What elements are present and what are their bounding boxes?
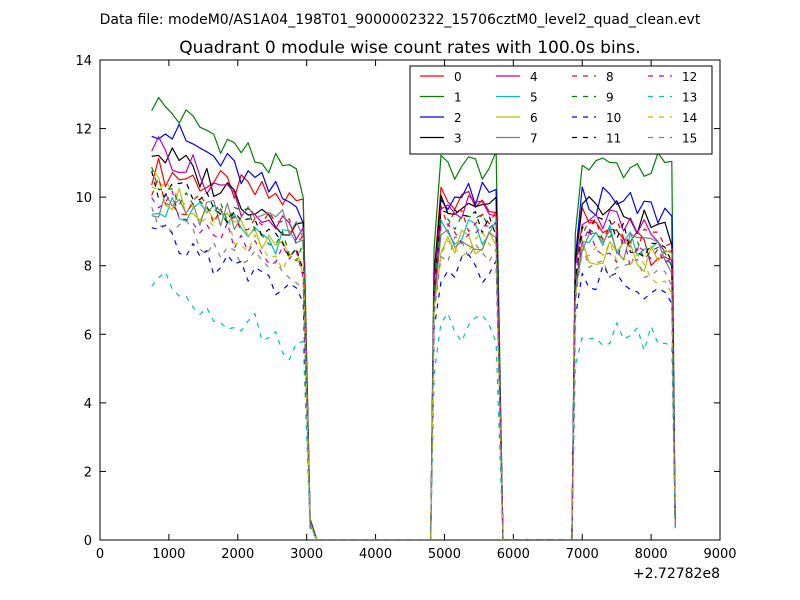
chart-suptitle: Data file: modeM0/AS1A04_198T01_90000023… bbox=[100, 12, 701, 28]
x-tick-label: 0 bbox=[96, 547, 104, 562]
series-line-11 bbox=[151, 171, 676, 540]
x-tick-label: 7000 bbox=[566, 547, 599, 562]
legend-label-13: 13 bbox=[682, 91, 697, 105]
series-group bbox=[151, 96, 676, 540]
series-line-15 bbox=[151, 206, 676, 540]
series-line-10 bbox=[151, 224, 676, 540]
x-tick-label: 6000 bbox=[497, 547, 530, 562]
legend-box bbox=[409, 65, 713, 155]
x-tick-label: 3000 bbox=[290, 547, 323, 562]
y-tick-label: 4 bbox=[84, 397, 92, 412]
legend-label-2: 2 bbox=[454, 111, 462, 125]
legend-label-14: 14 bbox=[682, 111, 697, 125]
x-tick-label: 1000 bbox=[152, 547, 185, 562]
legend-label-0: 0 bbox=[454, 70, 462, 84]
legend-label-3: 3 bbox=[454, 132, 462, 146]
series-line-7 bbox=[151, 193, 676, 540]
x-tick-label: 5000 bbox=[428, 547, 461, 562]
y-tick-label: 10 bbox=[75, 191, 92, 206]
legend-label-4: 4 bbox=[530, 70, 538, 84]
legend-label-8: 8 bbox=[606, 70, 614, 84]
series-line-9 bbox=[151, 166, 676, 540]
series-line-5 bbox=[151, 196, 676, 540]
legend-label-10: 10 bbox=[606, 111, 621, 125]
legend-label-1: 1 bbox=[454, 91, 462, 105]
y-tick-label: 2 bbox=[84, 465, 92, 480]
plot-area: 0 1000 2000 3000 4000 5000 6000 7000 8000 9000 0 2 4… bbox=[75, 54, 736, 562]
series-line-13 bbox=[151, 271, 676, 540]
legend-label-12: 12 bbox=[682, 70, 697, 84]
y-tick-label: 6 bbox=[84, 328, 92, 343]
x-tick-label: 9000 bbox=[703, 547, 736, 562]
y-tick-label: 14 bbox=[75, 54, 92, 69]
x-tick-label: 2000 bbox=[221, 547, 254, 562]
legend-label-5: 5 bbox=[530, 91, 538, 105]
x-tick-label: 8000 bbox=[635, 547, 668, 562]
legend-label-15: 15 bbox=[682, 132, 697, 146]
legend-label-7: 7 bbox=[530, 132, 538, 146]
legend-label-9: 9 bbox=[606, 91, 614, 105]
series-line-1 bbox=[151, 96, 676, 540]
x-axis-offset: +2.72782e8 bbox=[633, 566, 720, 582]
y-tick-label: 8 bbox=[84, 260, 92, 275]
y-tick-label: 12 bbox=[75, 123, 92, 138]
series-line-3 bbox=[151, 147, 676, 540]
chart-title: Quadrant 0 module wise count rates with … bbox=[179, 38, 640, 58]
series-line-4 bbox=[151, 136, 676, 540]
legend-label-11: 11 bbox=[606, 132, 621, 146]
series-line-12 bbox=[151, 190, 676, 540]
series-line-14 bbox=[151, 181, 676, 540]
x-tick-label: 4000 bbox=[359, 547, 392, 562]
y-tick-label: 0 bbox=[84, 534, 92, 549]
legend-label-6: 6 bbox=[530, 111, 538, 125]
